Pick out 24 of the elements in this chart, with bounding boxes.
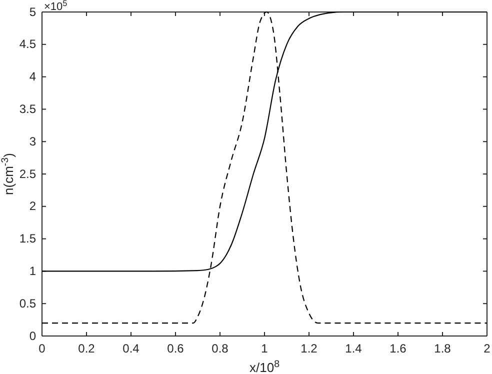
x-tick-label: 0.2 — [78, 342, 96, 356]
x-tick-label: 1.4 — [345, 342, 362, 356]
y-tick-label: 3 — [29, 134, 36, 148]
x-tick-label: 1.8 — [434, 342, 452, 356]
y-tick-label: 4 — [29, 70, 36, 84]
y-tick-label: 0.5 — [19, 296, 36, 310]
x-tick-label: 1.6 — [390, 342, 407, 356]
x-axis-title: x/10$^{8}$ — [249, 358, 280, 374]
annotation: ×10$^{5}$ — [44, 0, 68, 13]
x-tick-label: 0.8 — [212, 342, 229, 356]
y-tick-label: 3.5 — [19, 102, 36, 116]
x-tick-label: 1 — [261, 342, 268, 356]
x-tick-label: 2 — [484, 342, 491, 356]
y-tick-label: 2 — [29, 199, 36, 214]
y-tick-label: 4.5 — [19, 37, 36, 52]
y-tick-label: 0 — [29, 328, 36, 343]
y-tick-label: 2.5 — [19, 166, 36, 181]
y-tick-label: 5 — [29, 4, 36, 19]
y-tick-label: 1 — [29, 264, 36, 278]
x-tick-label: 0 — [38, 342, 46, 356]
x-tick-label: 0.6 — [167, 342, 184, 356]
x-tick-label: 0.4 — [122, 342, 140, 356]
x-tick-label: 1.2 — [300, 342, 318, 356]
y-tick-label: 1.5 — [19, 232, 36, 246]
